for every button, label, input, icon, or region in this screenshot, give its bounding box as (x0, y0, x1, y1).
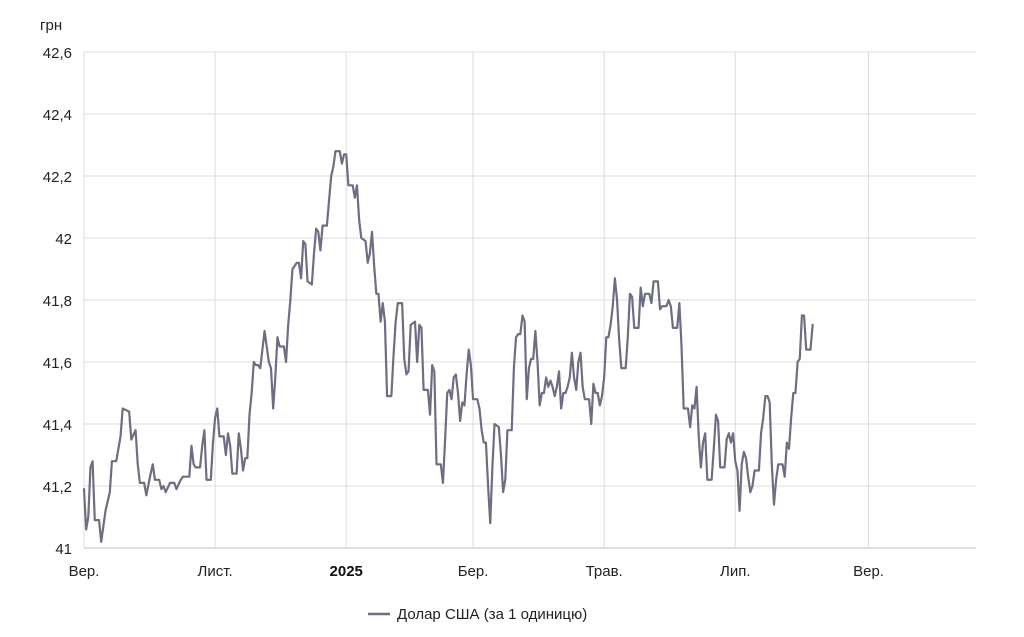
series-line-usd[interactable] (82, 150, 814, 543)
x-axis-ticks: Вер. Лист. 2025 Бер. Трав. Лип. Вер. (69, 563, 884, 580)
y-axis-ticks: 41 41,2 41,4 41,6 41,8 42 42,2 42,4 42,6 (43, 45, 72, 558)
y-tick-label: 41,4 (43, 417, 72, 434)
y-tick-label: 42,6 (43, 45, 72, 62)
x-tick-label: Вер. (853, 563, 884, 580)
y-tick-label: 41,6 (43, 355, 72, 372)
gridlines (83, 51, 976, 549)
y-tick-label: 41,2 (43, 479, 72, 496)
legend-label: Долар США (за 1 одиницю) (397, 606, 587, 623)
y-axis-unit-label: грн (40, 17, 62, 34)
x-tick-label: 2025 (330, 563, 363, 580)
x-tick-label: Лист. (198, 563, 233, 580)
y-tick-label: 41 (55, 541, 72, 558)
legend[interactable]: Долар США (за 1 одиницю) (368, 606, 587, 623)
x-tick-label: Трав. (586, 563, 623, 580)
series-layer (82, 150, 814, 543)
x-tick-label: Лип. (720, 563, 751, 580)
y-tick-label: 41,8 (43, 293, 72, 310)
x-tick-label: Бер. (458, 563, 489, 580)
y-tick-label: 42 (55, 231, 72, 248)
y-tick-label: 42,2 (43, 169, 72, 186)
x-tick-label: Вер. (69, 563, 100, 580)
y-tick-label: 42,4 (43, 107, 72, 124)
